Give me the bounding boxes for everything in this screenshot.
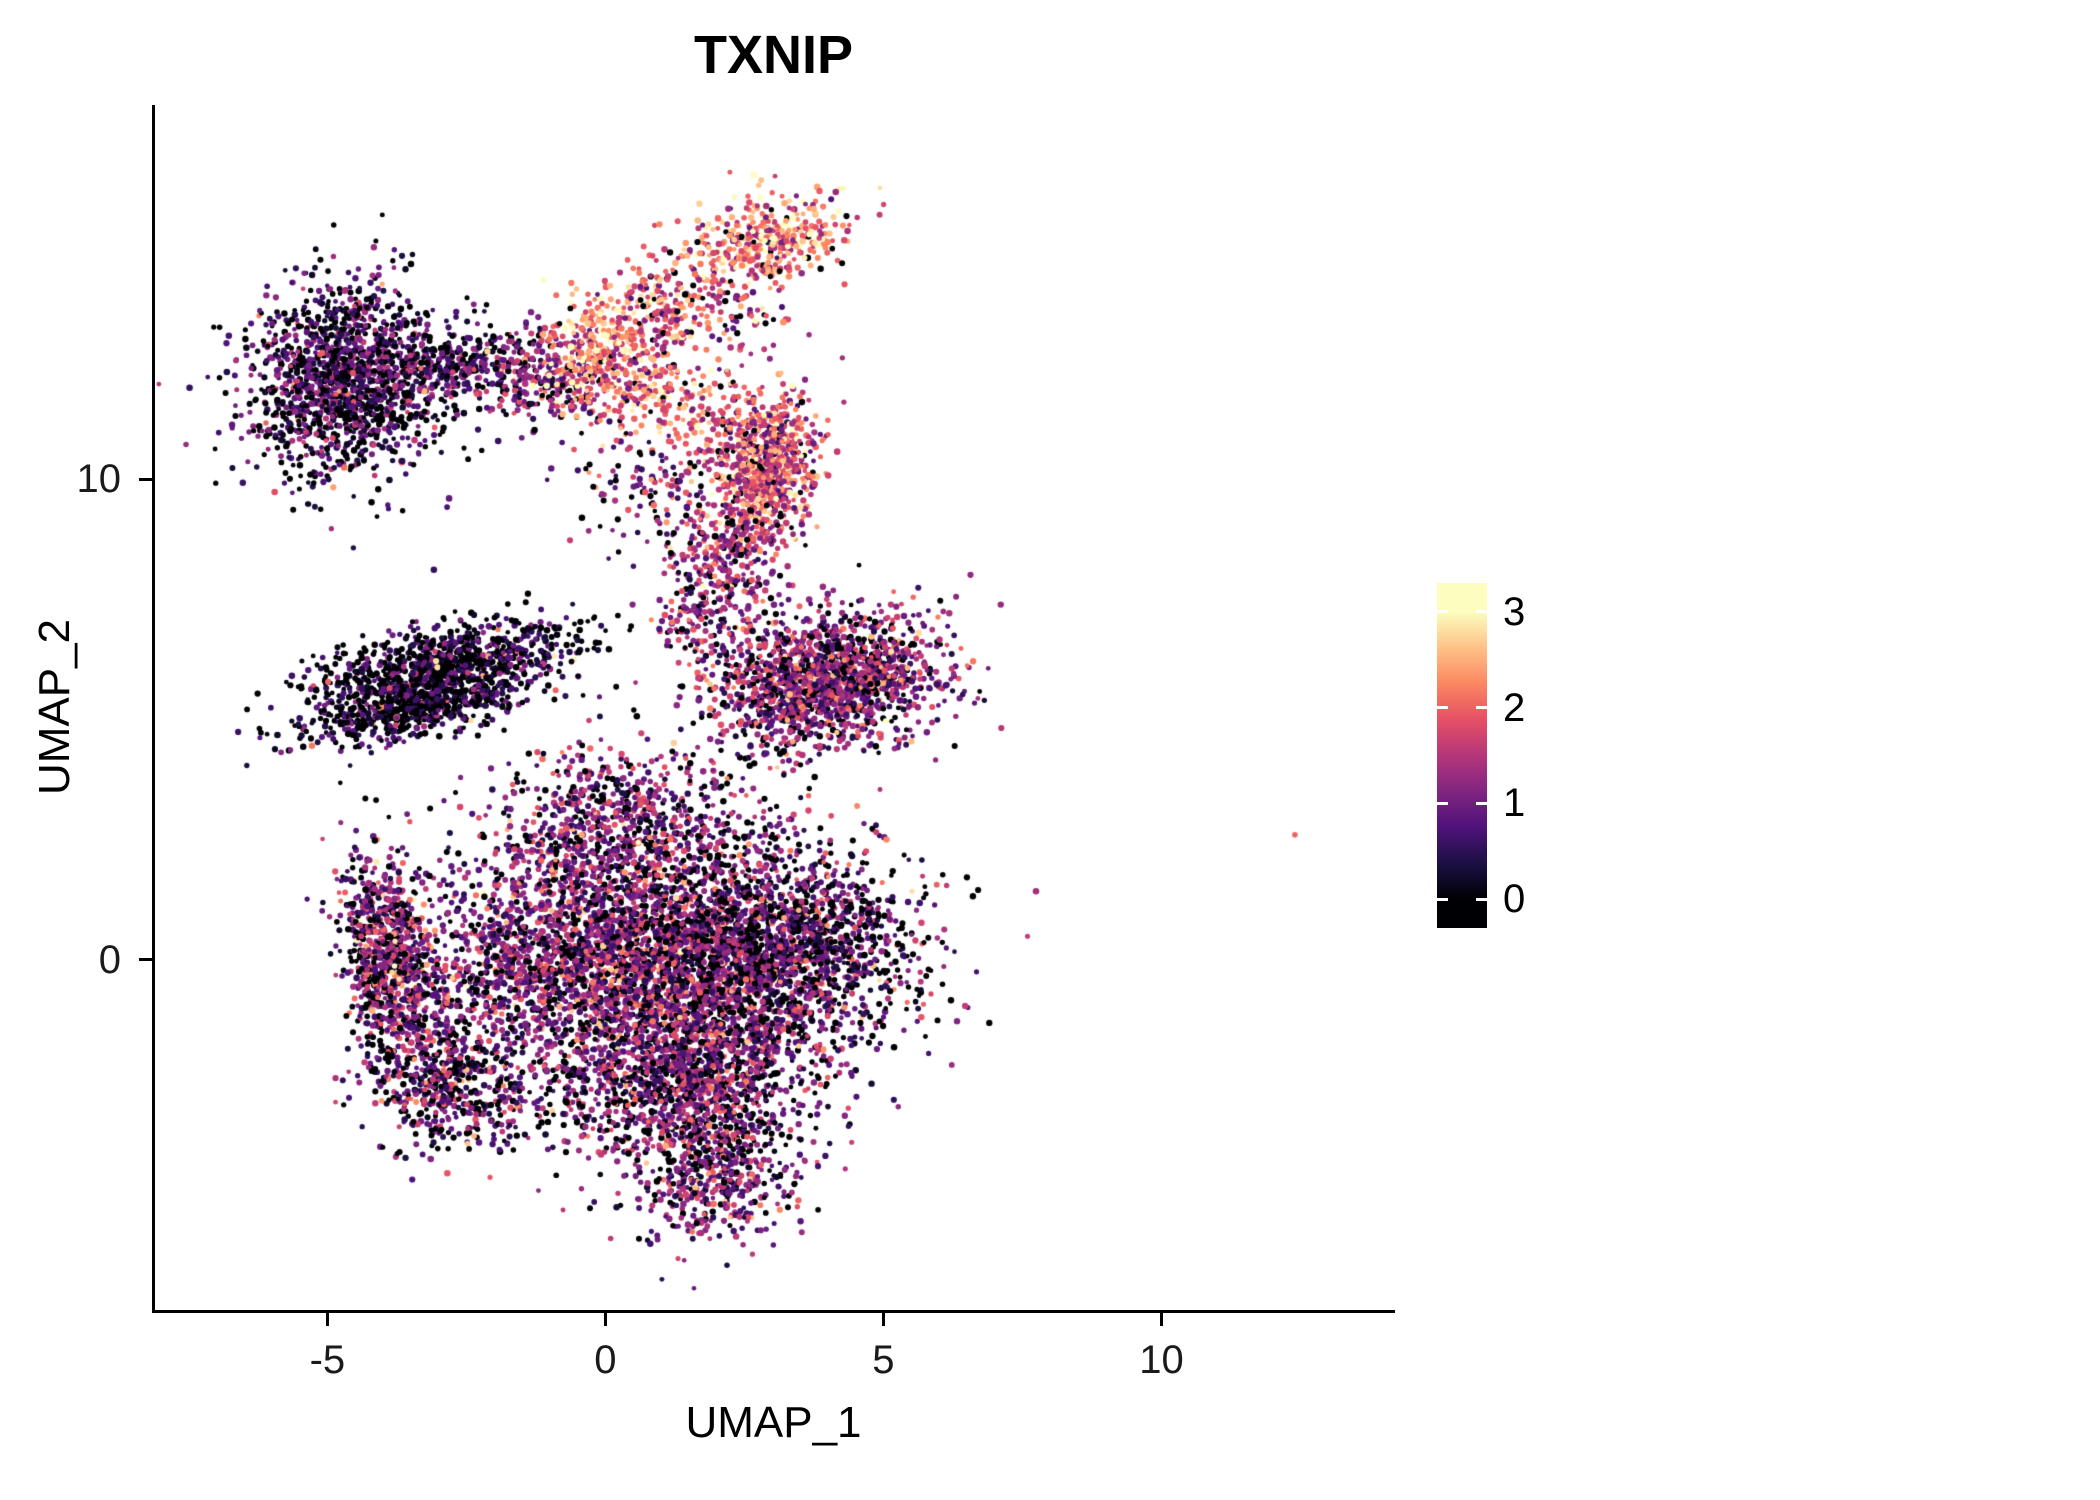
x-tick-mark xyxy=(881,1313,885,1326)
y-tick-mark xyxy=(139,958,152,962)
plot-panel xyxy=(152,105,1395,1313)
x-tick-mark xyxy=(1159,1313,1163,1326)
colorbar-tick-mark xyxy=(1437,610,1448,614)
scatter-canvas xyxy=(155,105,1395,1310)
colorbar-gradient xyxy=(1437,583,1487,928)
x-tick-label: -5 xyxy=(309,1338,346,1382)
y-tick-mark xyxy=(139,477,152,481)
colorbar-tick-mark xyxy=(1476,801,1487,805)
y-tick-label: 0 xyxy=(98,937,121,982)
x-tick-mark xyxy=(603,1313,607,1326)
colorbar-tick-label: 3 xyxy=(1503,589,1526,634)
colorbar-tick-mark xyxy=(1476,706,1487,710)
x-axis-title: UMAP_1 xyxy=(685,1398,862,1447)
colorbar-tick-mark xyxy=(1437,706,1448,710)
colorbar-tick-mark xyxy=(1476,897,1487,901)
y-axis-title: UMAP_2 xyxy=(30,618,79,796)
x-tick-label: 5 xyxy=(872,1338,895,1382)
x-tick-label: 0 xyxy=(594,1338,617,1382)
colorbar-tick-label: 2 xyxy=(1503,685,1526,730)
colorbar-tick-mark xyxy=(1437,897,1448,901)
x-tick-mark xyxy=(325,1313,329,1326)
colorbar-tick-label: 0 xyxy=(1503,877,1526,922)
x-tick-label: 10 xyxy=(1139,1338,1184,1382)
colorbar-tick-label: 1 xyxy=(1503,781,1526,826)
y-tick-label: 10 xyxy=(76,457,122,502)
colorbar-tick-mark xyxy=(1476,610,1487,614)
plot-title: TXNIP xyxy=(693,25,854,85)
colorbar-tick-mark xyxy=(1437,801,1448,805)
